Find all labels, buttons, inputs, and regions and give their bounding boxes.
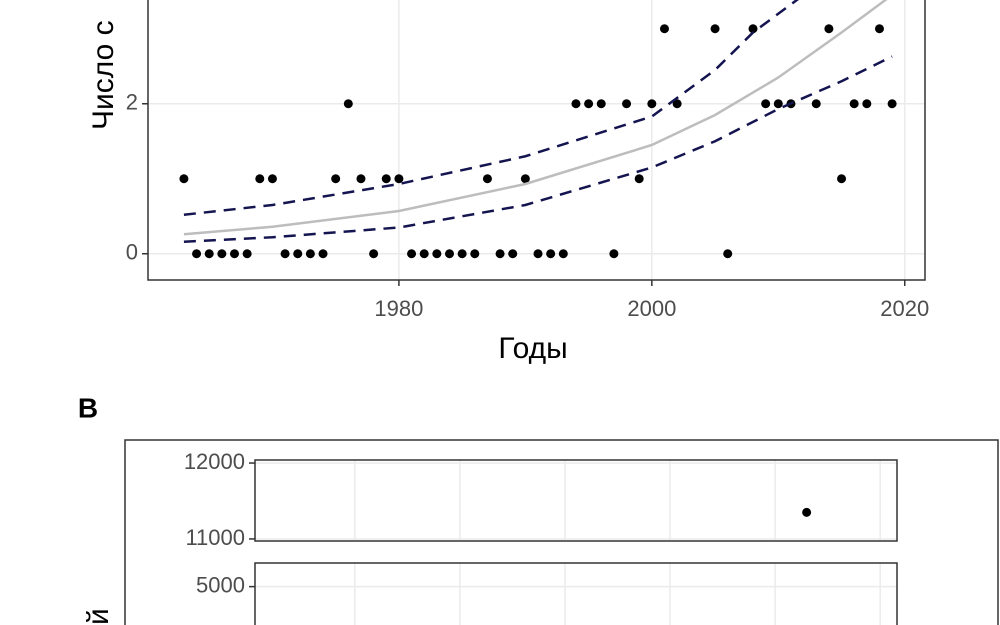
y-axis-title: й (82, 608, 115, 625)
data-point (482, 174, 492, 184)
plot-background (255, 563, 897, 625)
trend-line (183, 55, 893, 243)
data-point (672, 99, 682, 109)
data-point (659, 24, 669, 34)
data-point (533, 249, 543, 259)
data-point (634, 174, 644, 184)
data-point (470, 249, 480, 259)
plot-frame (254, 459, 898, 542)
data-point (723, 249, 733, 259)
data-point (381, 174, 391, 184)
data-point (874, 24, 884, 34)
data-point (356, 174, 366, 184)
data-point (331, 174, 341, 184)
x-tick-label: 2000 (627, 296, 676, 321)
data-point (596, 99, 606, 109)
plot-panel: 5000 (196, 562, 898, 625)
plot-frame (147, 0, 926, 281)
data-point (748, 24, 758, 34)
plot-frame (254, 562, 898, 625)
trend-line (183, 0, 799, 216)
x-axis-title: Годы (498, 332, 567, 365)
data-point (862, 99, 872, 109)
y-tick-label: 11000 (185, 525, 245, 550)
data-point (293, 249, 303, 259)
data-point (204, 249, 214, 259)
data-point (343, 99, 353, 109)
data-point (546, 249, 556, 259)
trend-line (183, 0, 888, 236)
data-point (305, 249, 315, 259)
data-point (217, 249, 227, 259)
data-point (584, 99, 594, 109)
data-point (761, 99, 771, 109)
y-tick-label: 0 (126, 240, 138, 265)
data-point (179, 174, 189, 184)
data-point (318, 249, 328, 259)
data-point (432, 249, 442, 259)
data-point (849, 99, 859, 109)
data-point (571, 99, 581, 109)
y-axis-title: Число с (87, 20, 120, 130)
data-point (802, 507, 812, 517)
data-layer (802, 507, 812, 517)
data-point (419, 249, 429, 259)
data-point (230, 249, 240, 259)
data-point (622, 99, 632, 109)
y-tick-label: 12000 (184, 449, 245, 474)
data-point (558, 249, 568, 259)
data-point (647, 99, 657, 109)
data-point (242, 249, 252, 259)
data-point (394, 174, 404, 184)
data-layer (179, 0, 897, 259)
data-point (407, 249, 417, 259)
data-point (710, 24, 720, 34)
data-point (824, 24, 834, 34)
plot-panel: 1980 2000 2020 0 2 (126, 0, 929, 321)
data-point (192, 249, 202, 259)
y-tick-label: 5000 (196, 572, 245, 597)
plot-background (255, 460, 897, 541)
data-point (444, 249, 454, 259)
data-point (520, 174, 530, 184)
data-point (280, 249, 290, 259)
data-point (837, 174, 847, 184)
panel-b-box (124, 439, 999, 625)
y-tick-label: 2 (126, 90, 138, 115)
data-point (811, 99, 821, 109)
data-point (457, 249, 467, 259)
x-tick-label: 1980 (374, 296, 423, 321)
x-tick-label: 2020 (880, 296, 929, 321)
data-point (255, 174, 265, 184)
panel-label: B (78, 392, 98, 423)
data-point (773, 99, 783, 109)
data-point (495, 249, 505, 259)
data-point (369, 249, 379, 259)
data-point (508, 249, 518, 259)
plot-panel: 12000 11000 (184, 449, 898, 550)
data-point (887, 99, 897, 109)
plot-background (148, 0, 925, 280)
data-point (267, 174, 277, 184)
data-point (609, 249, 619, 259)
